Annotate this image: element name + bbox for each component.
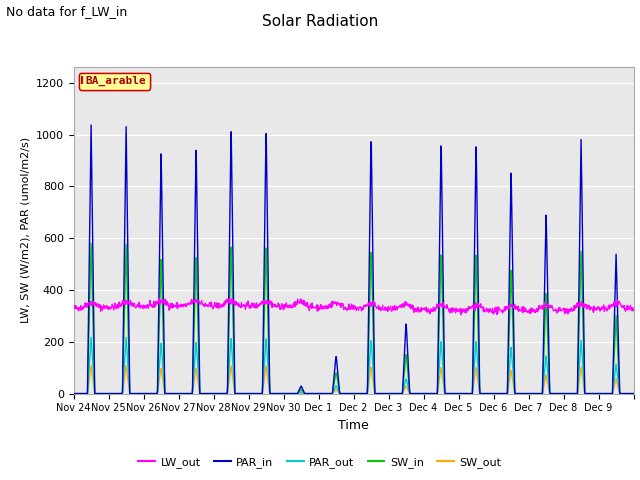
Line: PAR_out: PAR_out	[74, 337, 634, 394]
PAR_in	[157, 175, 165, 181]
PAR_out	[623, 391, 630, 396]
SW_out	[329, 391, 337, 396]
Line: SW_out: SW_out	[74, 365, 634, 394]
Line: PAR_in: PAR_in	[74, 125, 634, 394]
PAR_in	[329, 389, 337, 395]
Legend: LW_out, PAR_in, PAR_out, SW_in, SW_out: LW_out, PAR_in, PAR_out, SW_in, SW_out	[134, 452, 506, 472]
PAR_in	[70, 391, 77, 396]
PAR_out	[486, 391, 493, 396]
X-axis label: Time: Time	[338, 419, 369, 432]
LW_out	[486, 308, 494, 314]
SW_out	[157, 368, 165, 374]
SW_out	[339, 391, 347, 396]
LW_out	[155, 296, 163, 301]
PAR_out	[339, 391, 347, 396]
SW_in	[87, 240, 95, 246]
LW_out	[329, 300, 337, 306]
PAR_out	[630, 391, 637, 396]
Line: SW_in: SW_in	[74, 243, 634, 394]
LW_out	[457, 312, 465, 318]
Y-axis label: LW, SW (W/m2), PAR (umol/m2/s): LW, SW (W/m2), PAR (umol/m2/s)	[20, 137, 30, 324]
SW_out	[568, 391, 576, 396]
PAR_in	[87, 122, 95, 128]
SW_in	[623, 391, 630, 396]
PAR_out	[157, 346, 165, 351]
SW_out	[623, 391, 630, 396]
PAR_out	[568, 391, 576, 396]
SW_out	[486, 391, 493, 396]
LW_out	[630, 308, 637, 313]
PAR_in	[339, 391, 347, 396]
SW_in	[339, 391, 347, 396]
SW_in	[70, 391, 77, 396]
Text: No data for f_LW_in: No data for f_LW_in	[6, 5, 127, 18]
Line: LW_out: LW_out	[74, 299, 634, 315]
PAR_in	[486, 391, 493, 396]
PAR_out	[70, 391, 77, 396]
SW_out	[70, 391, 77, 396]
SW_out	[87, 362, 95, 368]
LW_out	[623, 304, 631, 310]
LW_out	[70, 304, 77, 310]
Legend: BA_arable: BA_arable	[79, 73, 150, 90]
PAR_in	[623, 391, 630, 396]
PAR_in	[568, 391, 576, 396]
LW_out	[568, 308, 576, 314]
PAR_out	[87, 335, 95, 340]
SW_out	[630, 391, 637, 396]
SW_in	[486, 391, 493, 396]
SW_in	[329, 390, 337, 396]
PAR_out	[329, 390, 337, 396]
LW_out	[157, 299, 165, 304]
SW_in	[568, 391, 576, 396]
PAR_in	[630, 391, 637, 396]
Text: Solar Radiation: Solar Radiation	[262, 14, 378, 29]
SW_in	[630, 391, 637, 396]
SW_in	[157, 270, 165, 276]
LW_out	[339, 302, 347, 308]
